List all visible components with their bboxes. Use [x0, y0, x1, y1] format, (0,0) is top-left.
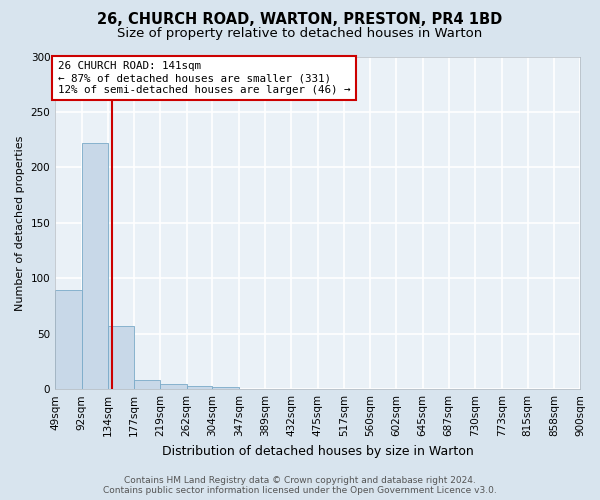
- Text: Contains HM Land Registry data © Crown copyright and database right 2024.: Contains HM Land Registry data © Crown c…: [124, 476, 476, 485]
- Bar: [212, 387, 239, 389]
- Y-axis label: Number of detached properties: Number of detached properties: [15, 135, 25, 310]
- Text: Size of property relative to detached houses in Warton: Size of property relative to detached ho…: [118, 28, 482, 40]
- Bar: [187, 386, 212, 389]
- Bar: [134, 380, 160, 389]
- Bar: [160, 384, 187, 389]
- Bar: [82, 143, 107, 389]
- Text: Contains public sector information licensed under the Open Government Licence v3: Contains public sector information licen…: [103, 486, 497, 495]
- Bar: [55, 290, 82, 389]
- Text: 26, CHURCH ROAD, WARTON, PRESTON, PR4 1BD: 26, CHURCH ROAD, WARTON, PRESTON, PR4 1B…: [97, 12, 503, 28]
- Bar: [107, 326, 134, 389]
- Text: 26 CHURCH ROAD: 141sqm
← 87% of detached houses are smaller (331)
12% of semi-de: 26 CHURCH ROAD: 141sqm ← 87% of detached…: [58, 62, 350, 94]
- X-axis label: Distribution of detached houses by size in Warton: Distribution of detached houses by size …: [162, 444, 473, 458]
